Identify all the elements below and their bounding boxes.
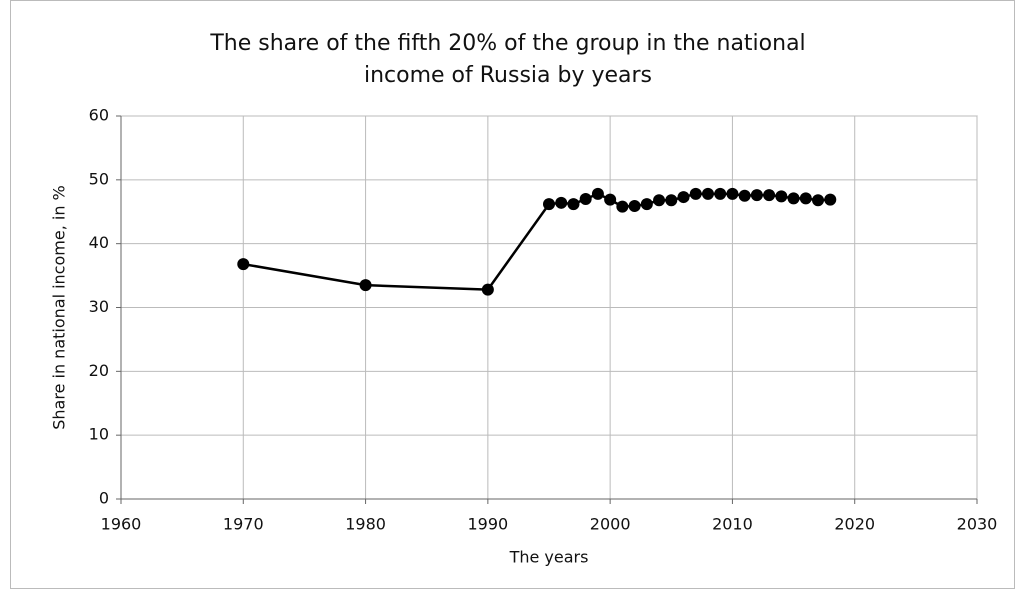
x-tick-label: 1960 — [101, 515, 142, 534]
x-tick-label: 2030 — [957, 515, 998, 534]
data-point — [640, 198, 653, 211]
data-point — [591, 187, 604, 200]
y-tick-label: 20 — [89, 361, 109, 380]
x-tick-label: 1970 — [223, 515, 264, 534]
data-point — [359, 279, 372, 292]
data-point — [616, 200, 629, 213]
data-point — [555, 196, 568, 209]
data-point — [726, 187, 739, 200]
x-tick-label: 1980 — [345, 515, 386, 534]
data-point — [604, 193, 617, 206]
y-tick-label: 50 — [89, 169, 109, 188]
data-point — [750, 189, 763, 202]
data-point — [714, 187, 727, 200]
x-tick-label: 2020 — [834, 515, 875, 534]
y-tick-label: 30 — [89, 297, 109, 316]
data-point — [543, 198, 555, 211]
x-tick-label: 2000 — [590, 515, 631, 534]
data-point — [775, 190, 788, 203]
chart-title: The share of the fifth 20% of the group … — [210, 31, 806, 88]
data-point — [824, 193, 837, 206]
data-point — [579, 192, 592, 205]
y-axis-label: Share in national income, in % — [50, 185, 69, 430]
x-axis-label: The years — [509, 548, 589, 567]
data-point — [481, 283, 494, 296]
data-point — [812, 194, 825, 207]
x-tick-label: 2010 — [712, 515, 753, 534]
data-point — [763, 189, 776, 202]
chart-border — [10, 0, 1015, 589]
data-line — [243, 192, 831, 291]
data-point — [237, 258, 250, 271]
x-tick-label: 1990 — [467, 515, 508, 534]
data-point — [701, 187, 714, 200]
data-point — [628, 200, 641, 213]
data-point — [799, 192, 812, 205]
y-tick-label: 60 — [89, 106, 109, 125]
data-point — [787, 192, 800, 205]
data-point — [677, 191, 690, 204]
y-tick-label: 40 — [89, 233, 109, 252]
data-point — [567, 198, 580, 211]
data-point — [653, 194, 666, 207]
data-point — [689, 187, 702, 200]
data-point — [665, 194, 678, 207]
data-point — [738, 189, 751, 202]
y-tick-label: 10 — [89, 425, 109, 444]
y-tick-label: 0 — [99, 489, 109, 508]
